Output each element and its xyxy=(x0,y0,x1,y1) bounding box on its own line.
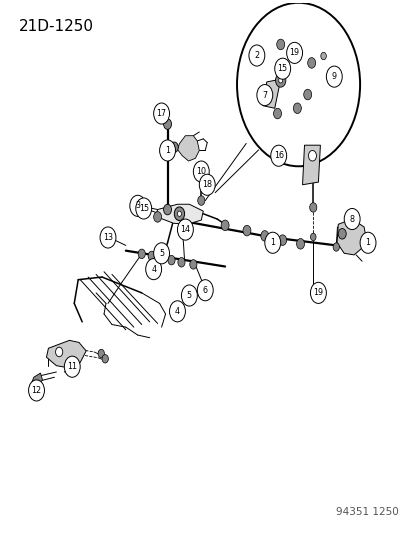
Circle shape xyxy=(193,161,209,182)
Circle shape xyxy=(343,208,359,230)
Circle shape xyxy=(163,204,171,215)
Circle shape xyxy=(332,243,339,251)
Text: 4: 4 xyxy=(175,307,180,316)
Circle shape xyxy=(275,74,285,87)
Circle shape xyxy=(278,235,286,245)
Text: 13: 13 xyxy=(103,233,113,242)
Text: 7: 7 xyxy=(261,91,267,100)
Circle shape xyxy=(260,231,268,241)
Circle shape xyxy=(28,380,44,401)
Text: 1: 1 xyxy=(365,238,370,247)
Circle shape xyxy=(278,78,282,83)
Circle shape xyxy=(197,280,213,301)
Polygon shape xyxy=(262,79,280,108)
Circle shape xyxy=(163,119,171,130)
Circle shape xyxy=(308,150,316,161)
Circle shape xyxy=(309,203,316,212)
Circle shape xyxy=(153,243,169,264)
Polygon shape xyxy=(46,341,86,368)
Circle shape xyxy=(199,174,215,195)
Text: 1: 1 xyxy=(165,146,170,155)
Circle shape xyxy=(145,259,161,280)
Circle shape xyxy=(55,347,63,357)
Text: 21D-1250: 21D-1250 xyxy=(19,19,93,34)
Circle shape xyxy=(158,253,165,263)
Circle shape xyxy=(102,354,108,363)
Circle shape xyxy=(197,196,204,205)
Circle shape xyxy=(221,220,228,231)
Text: 18: 18 xyxy=(202,180,212,189)
Circle shape xyxy=(174,207,184,221)
Circle shape xyxy=(325,66,342,87)
Text: 4: 4 xyxy=(151,265,156,273)
Circle shape xyxy=(296,239,304,249)
Text: 12: 12 xyxy=(31,386,41,395)
Text: 15: 15 xyxy=(138,204,148,213)
Circle shape xyxy=(274,58,290,79)
Text: 15: 15 xyxy=(277,64,287,73)
Circle shape xyxy=(153,103,169,124)
Circle shape xyxy=(130,195,145,216)
Circle shape xyxy=(303,90,311,100)
Text: 5: 5 xyxy=(159,249,164,258)
Circle shape xyxy=(64,356,80,377)
Circle shape xyxy=(273,108,281,119)
Circle shape xyxy=(189,260,197,269)
Circle shape xyxy=(242,225,250,236)
Text: 6: 6 xyxy=(202,286,207,295)
Circle shape xyxy=(138,249,145,259)
Circle shape xyxy=(286,42,302,63)
Circle shape xyxy=(337,229,345,239)
Circle shape xyxy=(168,255,175,265)
Circle shape xyxy=(310,282,325,303)
Text: 2: 2 xyxy=(254,51,259,60)
Text: 19: 19 xyxy=(313,288,323,297)
Circle shape xyxy=(178,257,185,267)
Polygon shape xyxy=(155,204,203,224)
Circle shape xyxy=(237,3,359,166)
Polygon shape xyxy=(302,145,320,185)
Text: 5: 5 xyxy=(186,291,192,300)
Circle shape xyxy=(98,349,104,358)
Text: 17: 17 xyxy=(156,109,166,118)
Text: 10: 10 xyxy=(196,167,206,176)
Text: 8: 8 xyxy=(349,214,354,223)
Circle shape xyxy=(181,285,197,306)
Circle shape xyxy=(276,39,284,50)
Circle shape xyxy=(310,233,315,241)
Polygon shape xyxy=(31,373,43,386)
Polygon shape xyxy=(336,219,365,255)
Circle shape xyxy=(177,211,181,216)
Text: 14: 14 xyxy=(180,225,190,234)
Circle shape xyxy=(320,52,325,60)
Circle shape xyxy=(159,140,175,161)
Text: 11: 11 xyxy=(67,362,77,371)
Circle shape xyxy=(264,232,280,253)
Circle shape xyxy=(359,232,375,253)
Circle shape xyxy=(293,103,301,114)
Circle shape xyxy=(135,198,151,219)
Circle shape xyxy=(177,219,193,240)
Circle shape xyxy=(169,301,185,322)
Circle shape xyxy=(170,142,178,152)
Circle shape xyxy=(248,45,264,66)
Text: 94351 1250: 94351 1250 xyxy=(335,507,398,517)
Circle shape xyxy=(153,212,161,222)
Circle shape xyxy=(307,58,315,68)
Text: 3: 3 xyxy=(135,201,140,211)
Circle shape xyxy=(270,145,286,166)
Circle shape xyxy=(148,251,155,261)
Circle shape xyxy=(100,227,116,248)
Text: 1: 1 xyxy=(270,238,275,247)
Polygon shape xyxy=(177,136,199,161)
Circle shape xyxy=(256,85,272,106)
Text: 19: 19 xyxy=(289,49,299,58)
Text: 16: 16 xyxy=(273,151,283,160)
Text: 9: 9 xyxy=(331,72,336,81)
